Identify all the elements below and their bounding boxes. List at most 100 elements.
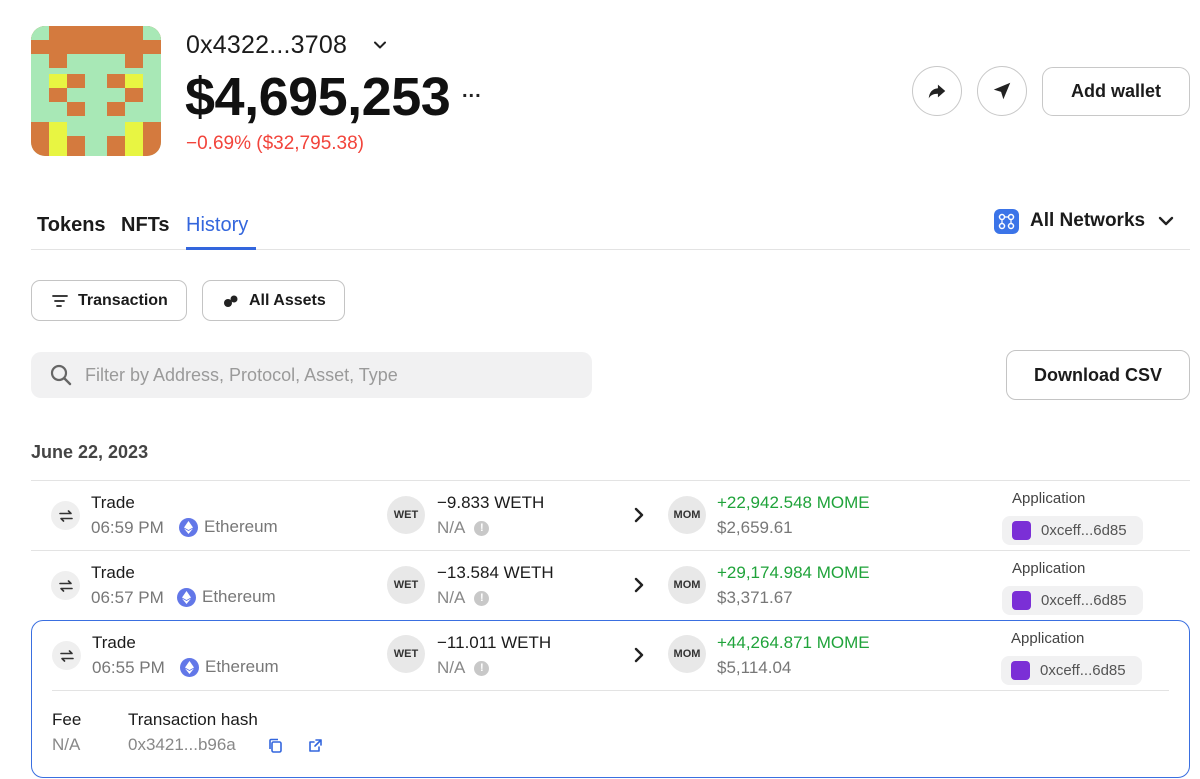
application-label: Application [1012, 490, 1086, 507]
chevron-right-icon [634, 577, 644, 593]
transaction-type: Trade [91, 493, 135, 512]
chain-label: Ethereum [179, 517, 278, 537]
application-address: 0xceff...6d85 [1040, 662, 1126, 679]
chain-name: Ethereum [205, 657, 279, 676]
received-value: $5,114.04 [717, 658, 792, 677]
application-chip[interactable]: 0xceff...6d85 [1001, 656, 1142, 685]
transaction-row[interactable]: Trade 06:59 PM Ethereum WET −9.833 WETH … [31, 481, 1190, 551]
assets-filter-label: All Assets [249, 291, 326, 309]
chevron-down-icon[interactable] [372, 37, 388, 53]
fee-label: Fee [52, 710, 82, 729]
received-token-icon: MOM [668, 566, 706, 604]
sent-value: N/A! [437, 518, 490, 538]
wallet-balance: $4,695,253 [185, 67, 451, 127]
swap-icon [52, 641, 81, 670]
transaction-hash-label: Transaction hash [128, 710, 258, 729]
chevron-right-icon [634, 507, 644, 523]
info-icon[interactable]: ! [474, 520, 490, 536]
received-amount: +22,942.548 MOME [717, 493, 870, 512]
chevron-down-icon [1158, 216, 1174, 226]
chain-name: Ethereum [204, 517, 278, 536]
transaction-row[interactable]: Trade 06:57 PM Ethereum WET −13.584 WETH… [31, 551, 1190, 621]
sent-amount: −13.584 WETH [437, 563, 554, 582]
application-chip[interactable]: 0xceff...6d85 [1002, 516, 1143, 545]
search-icon [50, 364, 72, 386]
tab-tokens[interactable]: Tokens [37, 214, 106, 236]
application-chip[interactable]: 0xceff...6d85 [1002, 586, 1143, 615]
application-logo-icon [1012, 591, 1031, 610]
sent-value: N/A! [437, 658, 490, 678]
application-logo-icon [1011, 661, 1030, 680]
balance-change: −0.69% ($32,795.38) [186, 133, 364, 154]
date-header: June 22, 2023 [31, 442, 149, 462]
ethereum-icon [179, 517, 198, 537]
application-label: Application [1011, 630, 1085, 647]
chain-label: Ethereum [180, 657, 279, 677]
sent-value: N/A! [437, 588, 490, 608]
info-icon[interactable]: ! [474, 660, 490, 676]
row-divider [31, 480, 1190, 481]
filter-lines-icon [52, 294, 68, 307]
share-button[interactable] [912, 66, 962, 116]
copy-icon[interactable] [268, 738, 283, 753]
row-divider [31, 550, 1190, 551]
swap-icon [51, 501, 80, 530]
received-amount: +44,264.871 MOME [717, 633, 870, 652]
received-amount: +29,174.984 MOME [717, 563, 870, 582]
details-divider [52, 690, 1169, 691]
search-bar[interactable] [31, 352, 592, 398]
sent-token-icon: WET [387, 496, 425, 534]
network-selector-label: All Networks [1030, 210, 1146, 231]
transaction-row-expanded[interactable]: Trade 06:55 PM Ethereum WET −11.011 WETH… [31, 620, 1190, 778]
sent-value-text: N/A [437, 588, 466, 607]
transaction-filter-label: Transaction [78, 291, 168, 309]
send-navigation-icon [993, 82, 1011, 100]
transaction-filter-button[interactable]: Transaction [31, 280, 187, 321]
chevron-right-icon [634, 647, 644, 663]
wallet-address[interactable]: 0x4322...3708 [186, 31, 348, 59]
transaction-time: 06:57 PM [91, 588, 164, 607]
add-wallet-button[interactable]: Add wallet [1042, 67, 1190, 116]
tabs-divider [31, 249, 1190, 250]
sent-amount: −9.833 WETH [437, 493, 545, 512]
sent-value-text: N/A [437, 518, 466, 537]
wallet-avatar [31, 26, 161, 156]
chain-label: Ethereum [177, 587, 276, 607]
ethereum-icon [180, 657, 199, 677]
received-token-icon: MOM [668, 635, 706, 673]
send-button[interactable] [977, 66, 1027, 116]
transaction-type: Trade [91, 563, 135, 582]
more-options-button[interactable]: ... [462, 80, 482, 102]
transaction-type: Trade [92, 633, 136, 652]
share-arrow-icon [928, 84, 946, 99]
received-token-icon: MOM [668, 496, 706, 534]
fee-value: N/A [52, 735, 81, 754]
transaction-time: 06:55 PM [92, 658, 165, 677]
tab-nfts[interactable]: NFTs [121, 214, 170, 236]
networks-icon [994, 208, 1019, 234]
transaction-time: 06:59 PM [91, 518, 164, 537]
sent-token-icon: WET [387, 635, 425, 673]
received-value: $2,659.61 [717, 518, 793, 537]
external-link-icon[interactable] [308, 738, 323, 753]
sent-value-text: N/A [437, 658, 466, 677]
search-input[interactable] [85, 364, 565, 386]
swap-icon [51, 571, 80, 600]
info-icon[interactable]: ! [474, 590, 490, 606]
sent-amount: −11.011 WETH [437, 633, 552, 652]
application-logo-icon [1012, 521, 1031, 540]
application-label: Application [1012, 560, 1086, 577]
transaction-hash-value: 0x3421...b96a [128, 735, 236, 754]
chain-name: Ethereum [202, 587, 276, 606]
received-value: $3,371.67 [717, 588, 793, 607]
ethereum-icon [177, 587, 196, 607]
assets-filter-button[interactable]: All Assets [202, 280, 345, 321]
application-address: 0xceff...6d85 [1041, 522, 1127, 539]
download-csv-button[interactable]: Download CSV [1006, 350, 1190, 400]
network-selector[interactable]: All Networks [994, 208, 1175, 234]
tab-history[interactable]: History [186, 214, 249, 236]
application-address: 0xceff...6d85 [1041, 592, 1127, 609]
sent-token-icon: WET [387, 566, 425, 604]
active-tab-indicator [186, 247, 256, 250]
assets-icon [224, 295, 238, 307]
